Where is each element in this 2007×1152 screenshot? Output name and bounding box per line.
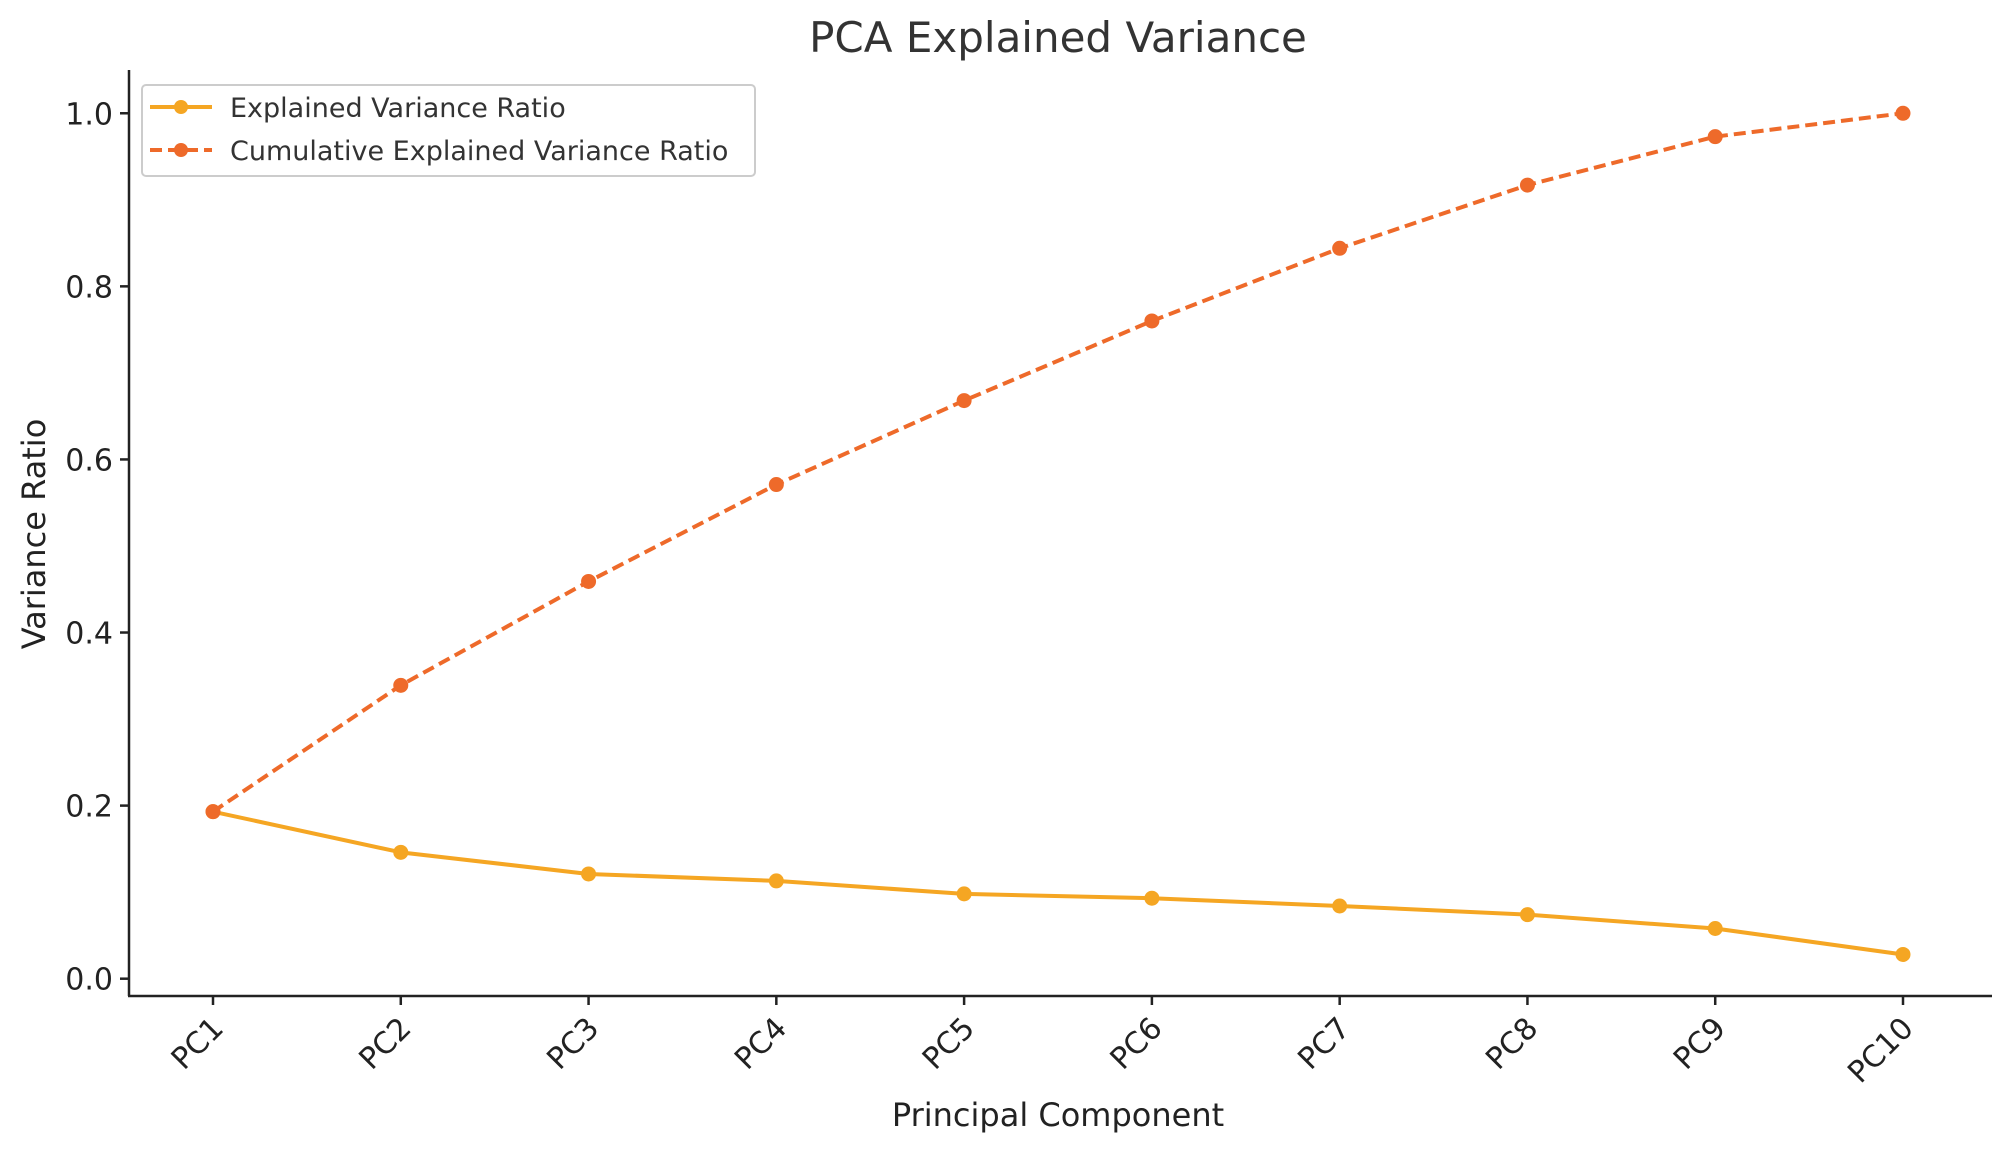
series-0-point [393, 844, 409, 860]
y-tick-label: 0.8 [65, 270, 113, 305]
legend-label-explained: Explained Variance Ratio [230, 93, 566, 124]
x-tick-label: PC1 [165, 1011, 231, 1077]
series-1-point [1707, 129, 1723, 145]
series-0-point [581, 866, 597, 882]
x-tick-label: PC10 [1841, 1011, 1920, 1090]
x-tick-label: PC6 [1104, 1011, 1170, 1077]
y-axis-label: Variance Ratio [15, 419, 53, 650]
y-tick-label: 0.2 [65, 790, 113, 825]
series-1-point [205, 804, 221, 820]
series-0-point [1895, 946, 1911, 962]
series-1-point [1144, 313, 1160, 329]
legend-marker-explained [174, 100, 188, 114]
series-1-point [768, 477, 784, 493]
series-line-1 [211, 111, 1904, 814]
x-tick-label: PC8 [1479, 1011, 1545, 1077]
x-tick-label: PC9 [1667, 1011, 1733, 1077]
x-tick-label: PC2 [353, 1011, 419, 1077]
series-line-0 [212, 809, 1904, 957]
x-tick-label: PC3 [540, 1011, 606, 1077]
x-tick-label: PC4 [728, 1011, 794, 1077]
x-ticks: PC1 PC2 PC3 PC4 PC5 PC6 PC7 PC8 PC9 PC10 [165, 996, 1921, 1090]
series-0-point [768, 873, 784, 889]
y-ticks: 0.0 0.2 0.4 0.6 0.8 1.0 [65, 97, 129, 998]
series-1-point [581, 573, 597, 589]
series-layer [205, 105, 1911, 962]
series-0-point [956, 886, 972, 902]
x-tick-label: PC5 [916, 1011, 982, 1077]
series-0-point [1707, 920, 1723, 936]
series-1-point [956, 393, 972, 409]
series-1-point [1519, 177, 1535, 193]
series-0-point [1144, 890, 1160, 906]
legend: Explained Variance Ratio Cumulative Expl… [141, 84, 756, 177]
legend-box [141, 84, 756, 177]
series-1-point [1332, 240, 1348, 256]
y-tick-label: 1.0 [65, 97, 113, 132]
x-axis-label: Principal Component [892, 1096, 1224, 1134]
series-0-point [1332, 898, 1348, 914]
axes [127, 70, 1992, 998]
y-tick-label: 0.0 [65, 963, 113, 998]
chart-title: PCA Explained Variance [809, 13, 1307, 62]
x-tick-label: PC7 [1291, 1011, 1357, 1077]
y-tick-label: 0.4 [65, 617, 113, 652]
series-0-point [1519, 907, 1535, 923]
legend-marker-cumulative [174, 143, 188, 157]
series-1-point [1895, 105, 1911, 121]
legend-label-cumulative: Cumulative Explained Variance Ratio [230, 136, 728, 167]
series-1-point [393, 677, 409, 693]
y-tick-label: 0.6 [65, 443, 113, 478]
